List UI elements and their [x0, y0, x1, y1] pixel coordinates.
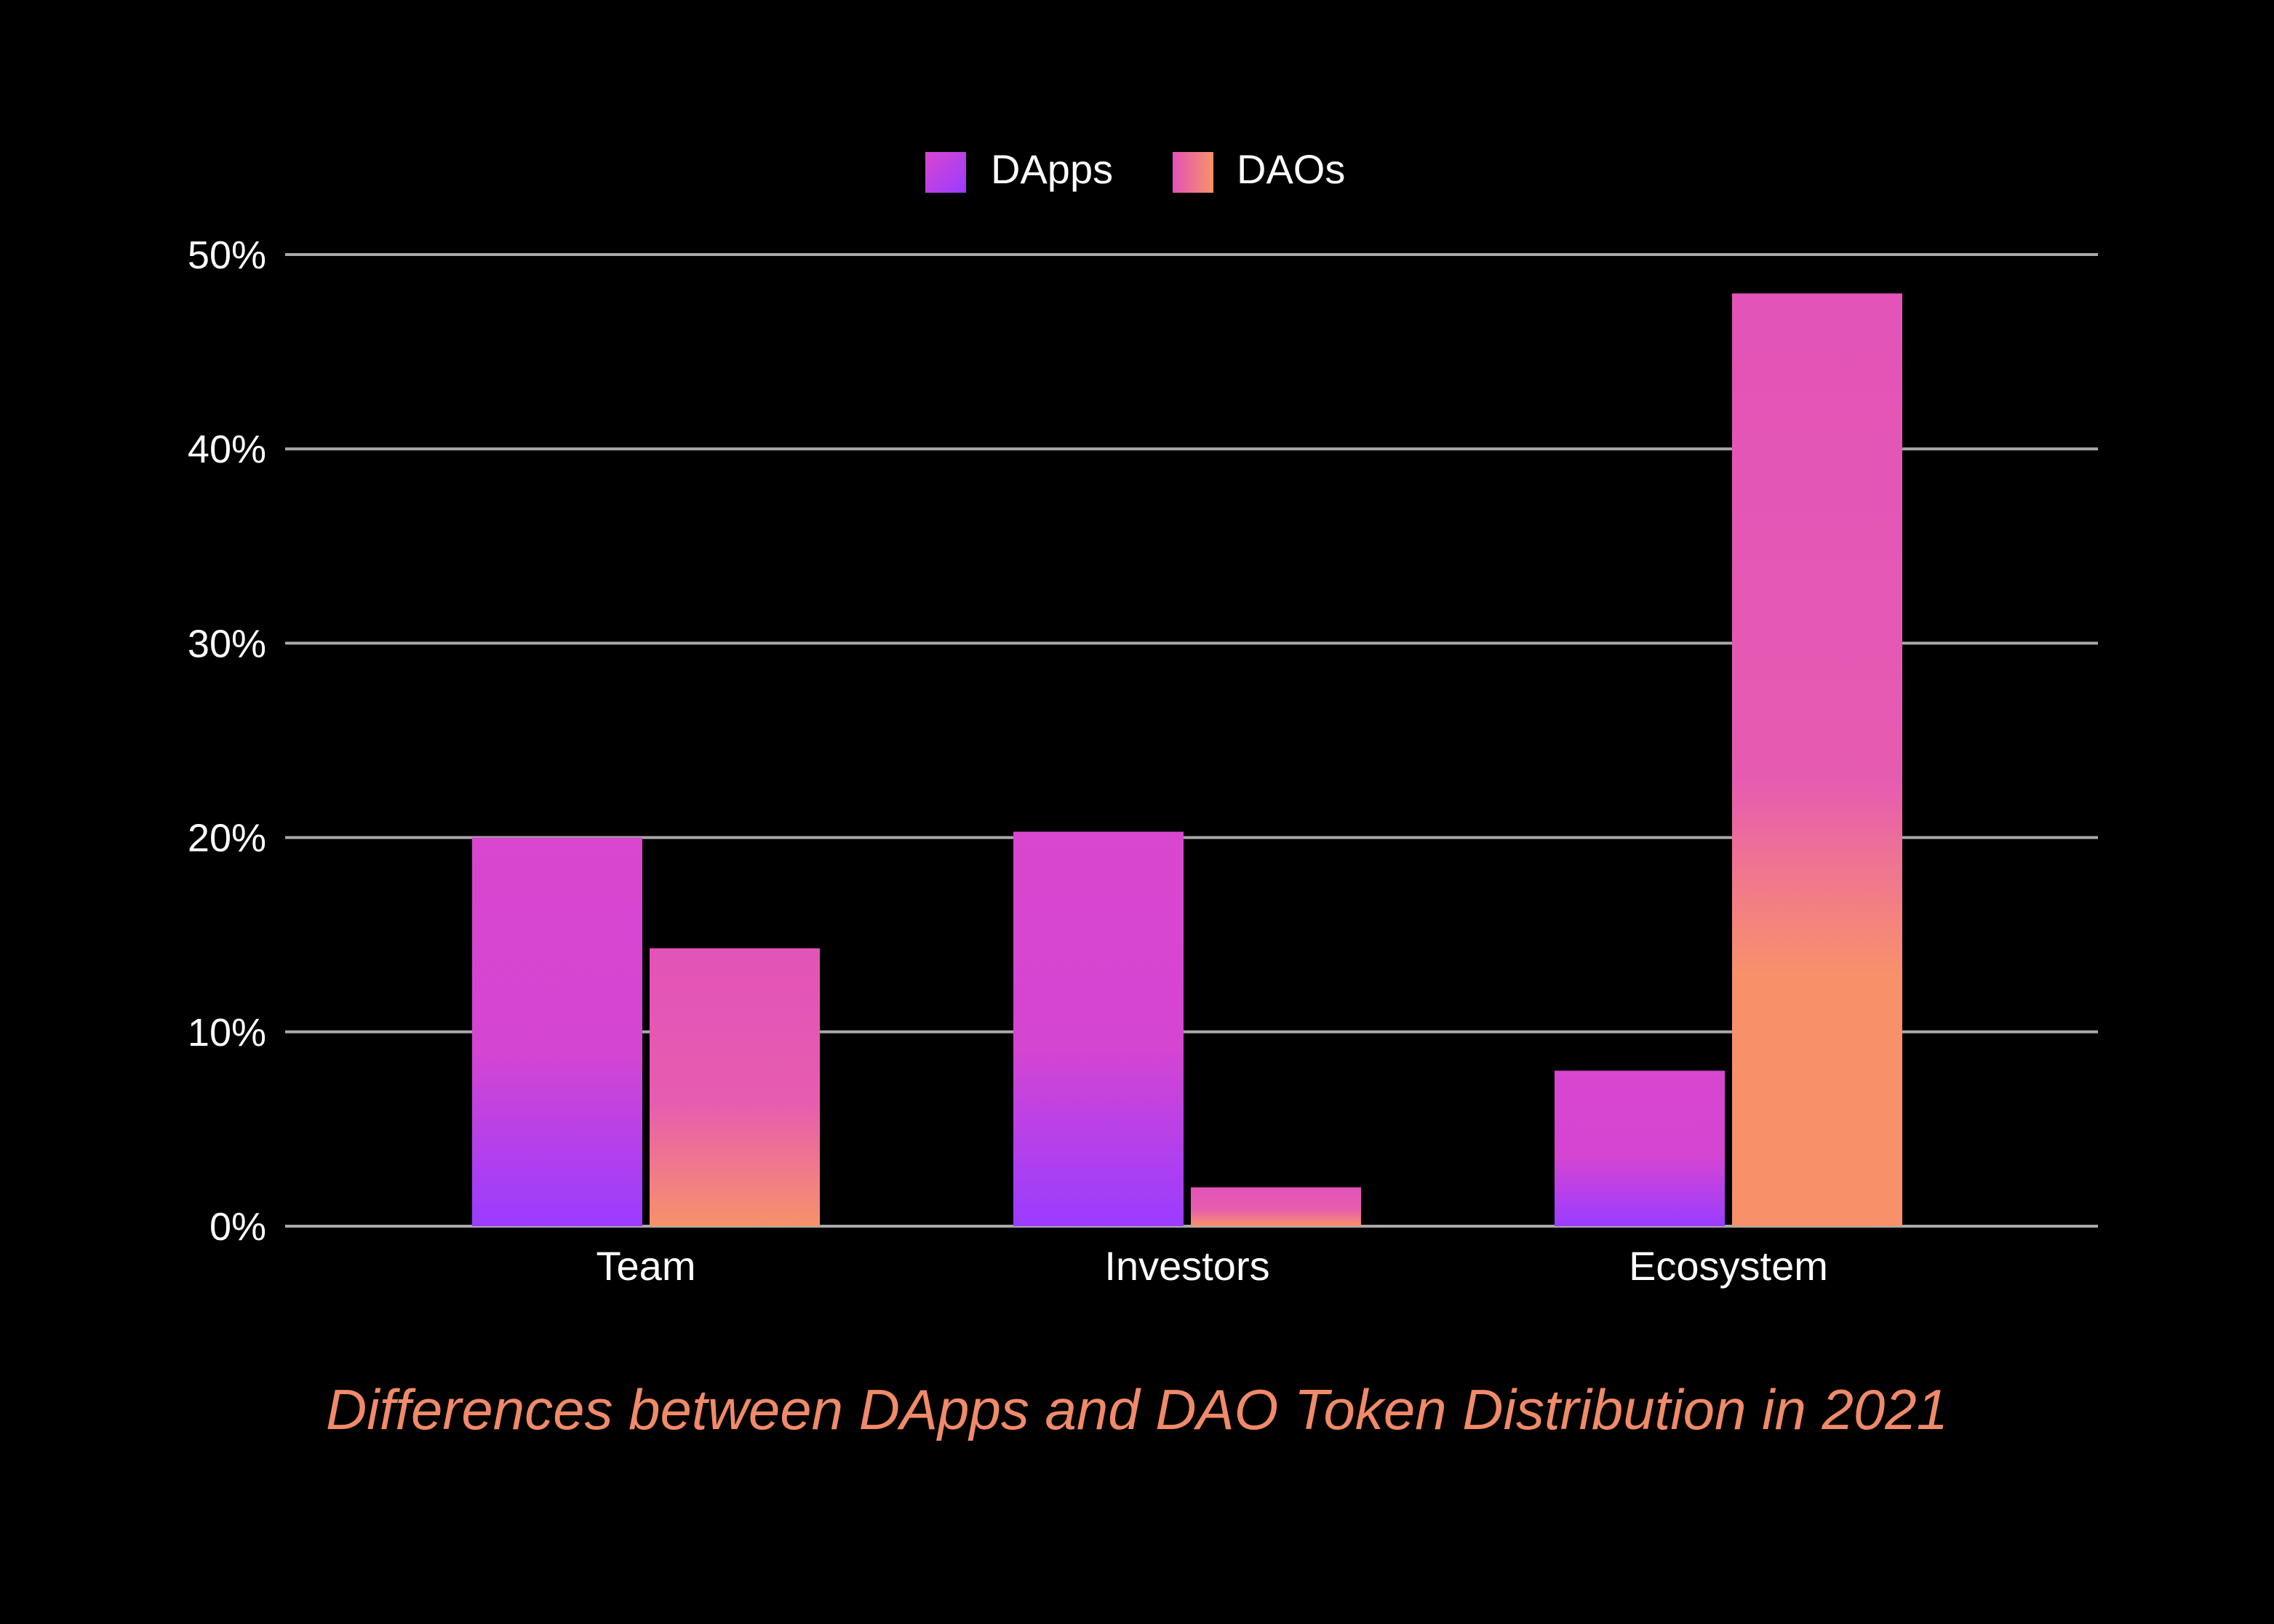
bar-dapps-investors	[1013, 831, 1184, 1226]
x-tick-label: Team	[597, 1243, 696, 1289]
y-tick-label: 40%	[188, 428, 266, 471]
x-axis-tick-labels: Team Investors Ecosystem	[597, 1243, 1828, 1289]
y-tick-label: 10%	[188, 1011, 266, 1055]
y-axis-tick-labels: 0% 10% 20% 30% 40% 50%	[188, 233, 266, 1249]
x-tick-label: Ecosystem	[1629, 1243, 1828, 1289]
legend-item-daos: DAOs	[1173, 146, 1345, 193]
bar-daos-investors	[1191, 1187, 1361, 1226]
y-tick-label: 0%	[210, 1205, 266, 1249]
bar-daos-team	[650, 948, 820, 1226]
y-tick-label: 30%	[188, 622, 266, 665]
legend-label-dapps: DApps	[991, 146, 1113, 192]
legend-label-daos: DAOs	[1237, 146, 1345, 192]
chart-caption: Differences between DApps and DAO Token …	[326, 1377, 1948, 1441]
legend-swatch-dapps	[925, 152, 966, 193]
y-tick-label: 20%	[188, 817, 266, 860]
x-tick-label: Investors	[1104, 1243, 1269, 1289]
legend: DApps DAOs	[925, 146, 1345, 193]
bar-dapps-team	[472, 837, 642, 1226]
legend-swatch-daos	[1173, 152, 1213, 193]
legend-item-dapps: DApps	[925, 146, 1113, 193]
bars	[472, 293, 1902, 1227]
bar-daos-ecosystem	[1732, 293, 1902, 1227]
y-tick-label: 50%	[188, 233, 266, 277]
bar-dapps-ecosystem	[1555, 1071, 1725, 1226]
